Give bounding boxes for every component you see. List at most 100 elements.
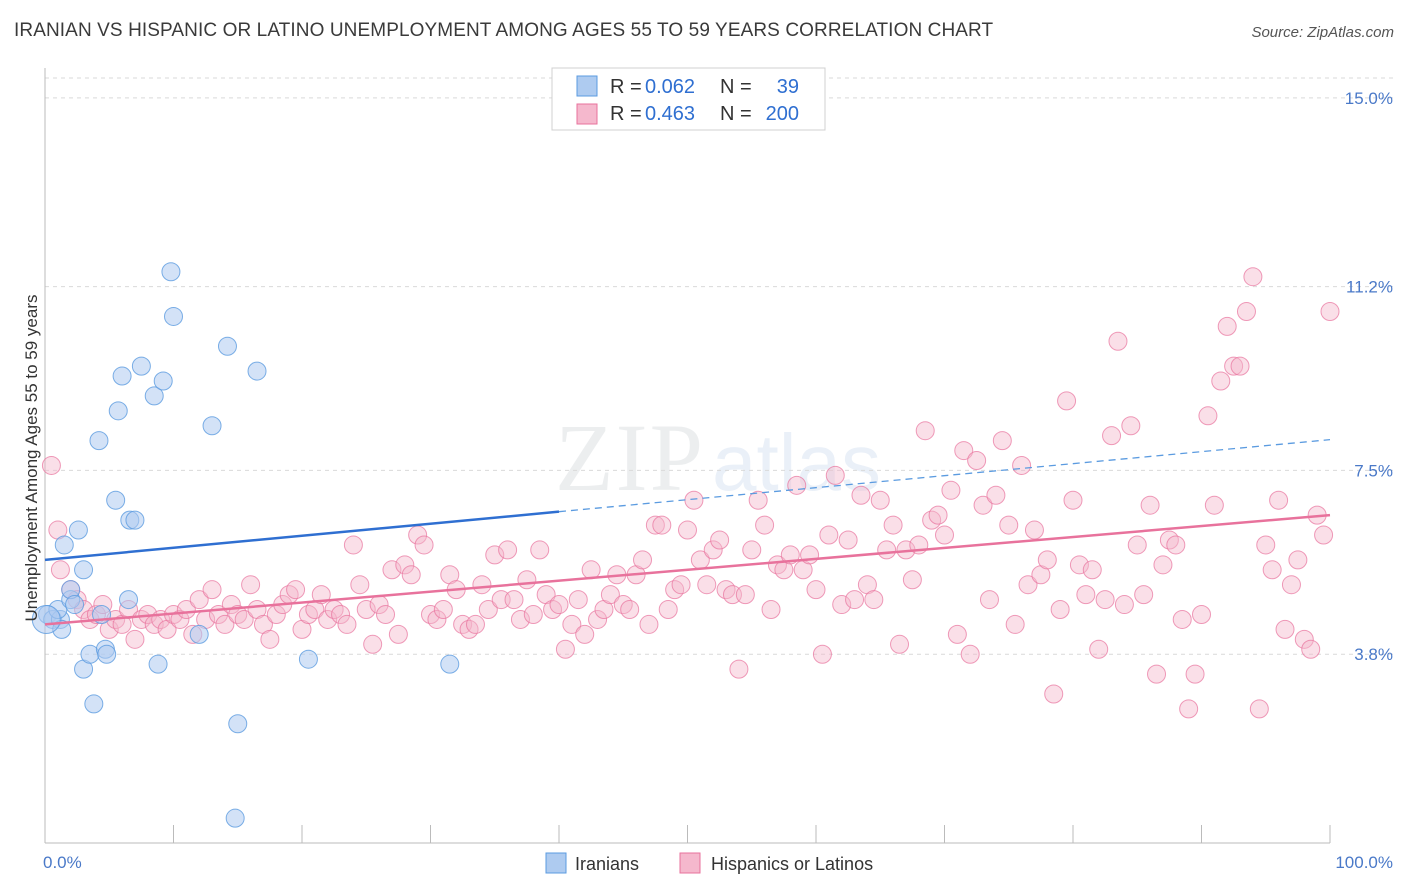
hispanic-point-79 (549, 595, 569, 615)
hispanic-point-61 (433, 600, 453, 620)
hispanic-point-189 (1256, 535, 1276, 555)
hispanic-point-121 (819, 525, 839, 545)
hispanic-point-110 (748, 490, 768, 510)
iranian-point-9 (68, 520, 88, 540)
hispanic-point-94 (645, 515, 665, 535)
iranian-point-13 (84, 694, 104, 714)
hispanic-point-170 (1134, 585, 1154, 605)
iranian-point-37 (440, 654, 460, 674)
hispanic-point-171 (1140, 495, 1160, 515)
hispanic-point-190 (1262, 560, 1282, 580)
legend-n-value-1: 39 (777, 76, 799, 98)
hispanic-point-49 (356, 600, 376, 620)
hispanic-point-31 (241, 575, 261, 595)
hispanic-point-159 (1063, 490, 1083, 510)
hispanic-point-72 (504, 590, 524, 610)
hispanic-point-132 (890, 634, 910, 654)
y-axis-label: Unemployment Among Ages 55 to 59 years (22, 295, 41, 622)
hispanic-point-152 (1018, 575, 1038, 595)
hispanic-point-80 (555, 639, 575, 659)
hispanic-point-48 (350, 575, 370, 595)
hispanic-point-153 (1024, 520, 1044, 540)
legend-swatch-hispanics (576, 103, 598, 125)
hispanic-point-76 (530, 540, 550, 560)
hispanic-point-164 (1095, 590, 1115, 610)
chart-title: IRANIAN VS HISPANIC OR LATINO UNEMPLOYME… (14, 20, 994, 41)
hispanic-point-131 (883, 515, 903, 535)
hispanic-point-125 (845, 590, 865, 610)
iranian-points (31, 262, 460, 828)
legend-r-value-1: 0.062 (645, 76, 695, 98)
iranian-point-31 (202, 416, 222, 436)
hispanic-point-109 (742, 540, 762, 560)
hispanic-point-97 (665, 580, 685, 600)
hispanic-point-126 (851, 485, 871, 505)
hispanic-point-50 (363, 634, 383, 654)
hispanic-point-187 (1243, 267, 1263, 287)
legend: R = 0.062 N = 39 R = 0.463 N = 200 (551, 67, 826, 131)
iranian-point-19 (108, 401, 128, 421)
chart-source: Source: ZipAtlas.com (1251, 24, 1394, 41)
hispanic-point-169 (1127, 535, 1147, 555)
hispanic-point-25 (202, 580, 222, 600)
hispanic-point-173 (1153, 555, 1173, 575)
hispanic-point-143 (960, 644, 980, 664)
iranian-point-27 (153, 371, 173, 391)
iranian-point-36 (298, 649, 318, 669)
hispanic-point-140 (941, 480, 961, 500)
hispanic-point-27 (215, 614, 235, 634)
hispanic-point-178 (1185, 664, 1205, 684)
x-tick-label-1: 100.0% (1335, 853, 1393, 872)
hispanic-point-66 (465, 614, 485, 634)
hispanic-point-145 (973, 495, 993, 515)
hispanic-point-144 (967, 451, 987, 470)
hispanic-point-184 (1224, 356, 1244, 376)
hispanic-point-151 (1012, 455, 1032, 475)
hispanic-trend-line (44, 513, 1331, 626)
hispanic-point-2 (50, 560, 70, 580)
y-tick-label-2: 11.2% (1346, 278, 1393, 297)
hispanic-point-191 (1269, 490, 1289, 510)
y-tick-label-1: 7.5% (1354, 461, 1393, 480)
hispanic-point-73 (510, 609, 530, 629)
hispanic-point-176 (1172, 609, 1192, 629)
y-tick-label-3: 15.0% (1345, 89, 1393, 108)
hispanic-point-147 (986, 485, 1006, 505)
hispanic-point-128 (864, 590, 884, 610)
hispanic-point-0 (41, 455, 61, 475)
iranian-point-17 (97, 644, 117, 664)
hispanic-point-71 (498, 540, 518, 560)
hispanic-point-198 (1314, 525, 1334, 545)
iranian-point-33 (225, 808, 245, 828)
hispanic-point-115 (780, 545, 800, 565)
hispanic-point-179 (1192, 604, 1211, 624)
legend-n-label-1: N = (720, 76, 752, 98)
hispanic-point-92 (633, 550, 653, 570)
hispanic-point-47 (343, 535, 363, 555)
zipatlas-watermark: ZIP atlas (555, 404, 881, 511)
hispanic-point-182 (1211, 371, 1231, 391)
hispanic-point-65 (459, 619, 479, 639)
hispanic-point-194 (1288, 550, 1308, 570)
hispanic-point-146 (979, 590, 999, 610)
legend-n-value-2: 200 (766, 103, 799, 125)
hispanic-point-52 (376, 604, 396, 624)
iranian-point-35 (247, 361, 267, 381)
hispanic-point-192 (1275, 619, 1295, 639)
hispanic-point-161 (1076, 585, 1096, 605)
hispanic-point-89 (613, 595, 633, 615)
hispanic-point-102 (697, 575, 717, 595)
legend-r-label-2: R = (610, 103, 642, 125)
iranian-point-30 (189, 624, 209, 644)
hispanic-point-81 (562, 614, 582, 634)
iranian-point-23 (125, 510, 145, 530)
iranian-point-20 (112, 366, 132, 386)
hispanic-point-174 (1159, 530, 1179, 550)
bottom-legend-swatch-iranians (545, 852, 567, 874)
hispanic-point-95 (652, 515, 672, 535)
hispanic-point-69 (485, 545, 505, 565)
hispanic-point-30 (234, 609, 254, 629)
hispanic-point-141 (947, 624, 967, 644)
hispanic-point-87 (600, 585, 620, 605)
hispanic-point-148 (992, 431, 1012, 451)
